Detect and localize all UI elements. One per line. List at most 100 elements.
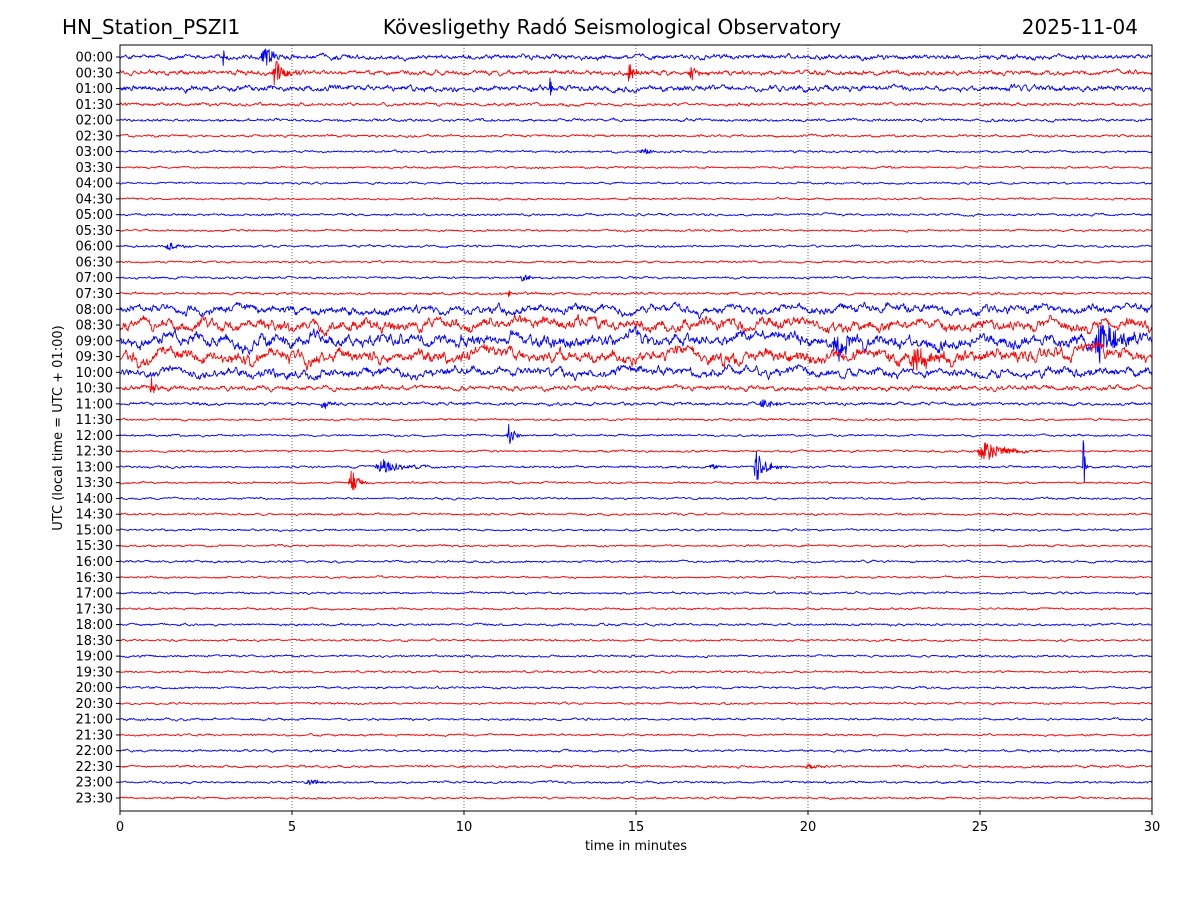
trace-1100 — [120, 399, 1152, 410]
x-tick-label: 20 — [800, 820, 817, 835]
y-tick-label: 08:30 — [76, 319, 113, 334]
x-tick-label: 10 — [456, 820, 473, 835]
y-tick-label: 03:00 — [76, 145, 113, 160]
trace-0730 — [120, 290, 1152, 298]
y-tick-label: 23:00 — [76, 776, 113, 791]
y-tick-label: 03:30 — [76, 161, 113, 176]
x-tick-label: 15 — [628, 820, 645, 835]
trace-0430 — [120, 196, 1152, 201]
y-tick-label: 00:00 — [76, 51, 113, 66]
y-tick-label: 09:00 — [76, 334, 113, 349]
y-tick-label: 21:30 — [76, 728, 113, 743]
y-axis-ticks: 00:0000:3001:0001:3002:0002:3003:0003:30… — [76, 51, 120, 807]
trace-0800 — [120, 301, 1152, 320]
y-tick-label: 04:00 — [76, 177, 113, 192]
y-tick-label: 15:30 — [76, 539, 113, 554]
trace-0330 — [120, 165, 1152, 170]
y-axis-label: UTC (local time = UTC + 01:00) — [51, 325, 66, 530]
y-tick-label: 06:30 — [76, 255, 113, 270]
y-tick-label: 02:00 — [76, 114, 113, 129]
trace-1630 — [120, 575, 1152, 580]
x-tick-label: 30 — [1144, 820, 1161, 835]
y-tick-label: 22:00 — [76, 744, 113, 759]
trace-1600 — [120, 559, 1152, 564]
y-tick-label: 21:00 — [76, 713, 113, 728]
trace-0700 — [120, 274, 1152, 282]
trace-1700 — [120, 590, 1152, 596]
y-tick-label: 18:00 — [76, 618, 113, 633]
trace-2130 — [120, 732, 1152, 738]
y-tick-label: 06:00 — [76, 240, 113, 255]
trace-1430 — [120, 512, 1152, 517]
trace-2300 — [120, 779, 1152, 786]
seismic-traces — [120, 48, 1152, 800]
y-tick-label: 19:00 — [76, 650, 113, 665]
trace-0900 — [120, 324, 1152, 364]
trace-1030 — [120, 377, 1152, 394]
x-tick-label: 0 — [116, 820, 124, 835]
trace-1000 — [120, 363, 1152, 382]
trace-1200 — [120, 423, 1152, 444]
trace-0400 — [120, 181, 1152, 186]
y-tick-label: 10:00 — [76, 366, 113, 381]
y-tick-label: 07:30 — [76, 287, 113, 302]
trace-1500 — [120, 527, 1152, 532]
y-tick-label: 12:30 — [76, 445, 113, 460]
y-tick-label: 05:00 — [76, 208, 113, 223]
y-tick-label: 01:00 — [76, 82, 113, 97]
trace-1900 — [120, 654, 1152, 659]
trace-2330 — [120, 796, 1152, 800]
y-tick-label: 17:00 — [76, 587, 113, 602]
y-tick-label: 16:30 — [76, 571, 113, 586]
y-tick-label: 23:30 — [76, 792, 113, 807]
trace-1730 — [120, 606, 1152, 611]
x-tick-label: 5 — [288, 820, 296, 835]
grid-lines — [291, 45, 981, 811]
trace-0100 — [120, 77, 1152, 96]
x-axis-ticks: 0 5 10 15 20 25 30 — [116, 811, 1160, 835]
y-tick-label: 15:00 — [76, 523, 113, 538]
x-axis-label: time in minutes — [585, 839, 687, 854]
trace-0000 — [120, 48, 1152, 67]
chart-date: 2025-11-04 — [1021, 15, 1138, 39]
trace-0600 — [120, 242, 1152, 251]
y-tick-label: 08:00 — [76, 303, 113, 318]
trace-0530 — [120, 228, 1152, 233]
trace-1300 — [120, 440, 1152, 484]
trace-0500 — [120, 212, 1152, 217]
y-tick-label: 20:00 — [76, 681, 113, 696]
trace-1800 — [120, 622, 1152, 627]
trace-1330 — [120, 470, 1152, 491]
trace-1530 — [120, 543, 1152, 548]
y-tick-label: 05:30 — [76, 224, 113, 239]
y-tick-label: 14:00 — [76, 492, 113, 507]
trace-1230 — [120, 442, 1152, 461]
y-tick-label: 19:30 — [76, 665, 113, 680]
trace-1830 — [120, 638, 1152, 643]
trace-2030 — [120, 701, 1152, 706]
y-tick-label: 14:30 — [76, 508, 113, 523]
y-tick-label: 09:30 — [76, 350, 113, 365]
trace-2100 — [120, 717, 1152, 722]
trace-0630 — [120, 260, 1152, 264]
y-tick-label: 07:00 — [76, 271, 113, 286]
trace-2200 — [120, 748, 1152, 753]
y-tick-label: 04:30 — [76, 192, 113, 207]
y-tick-label: 01:30 — [76, 98, 113, 113]
trace-0300 — [120, 148, 1152, 155]
trace-0130 — [120, 101, 1152, 108]
trace-2230 — [120, 763, 1152, 769]
chart-title: Kövesligethy Radó Seismological Observat… — [382, 15, 842, 39]
trace-0930 — [120, 340, 1152, 371]
y-tick-label: 11:30 — [76, 413, 113, 428]
trace-1400 — [120, 496, 1152, 501]
y-tick-label: 22:30 — [76, 760, 113, 775]
y-tick-label: 12:00 — [76, 429, 113, 444]
y-tick-label: 10:30 — [76, 382, 113, 397]
y-tick-label: 18:30 — [76, 634, 113, 649]
y-tick-label: 00:30 — [76, 66, 113, 81]
trace-0200 — [120, 117, 1152, 123]
y-tick-label: 13:00 — [76, 460, 113, 475]
y-tick-label: 16:00 — [76, 555, 113, 570]
